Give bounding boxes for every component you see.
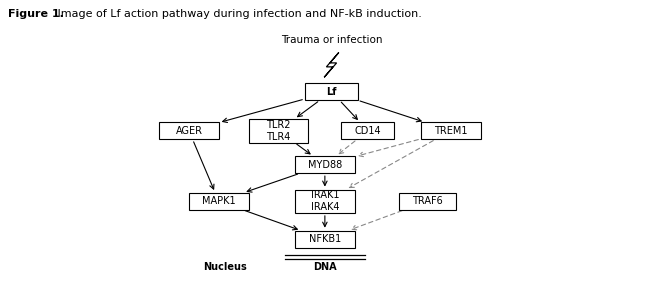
FancyBboxPatch shape	[159, 122, 219, 139]
FancyBboxPatch shape	[295, 190, 355, 213]
FancyBboxPatch shape	[421, 122, 481, 139]
Text: AGER: AGER	[176, 126, 202, 136]
Text: TLR2
TLR4: TLR2 TLR4	[267, 120, 290, 142]
Polygon shape	[324, 52, 339, 77]
Text: Nucleus: Nucleus	[204, 262, 247, 271]
Text: Image of Lf action pathway during infection and NF-kB induction.: Image of Lf action pathway during infect…	[54, 9, 422, 19]
Text: Trauma or infection: Trauma or infection	[280, 35, 383, 45]
FancyBboxPatch shape	[305, 83, 358, 100]
Text: IRAK1
IRAK4: IRAK1 IRAK4	[311, 191, 339, 212]
Text: DNA: DNA	[313, 262, 337, 271]
Text: NFKB1: NFKB1	[309, 234, 341, 244]
Text: TRAF6: TRAF6	[412, 196, 443, 206]
Text: Figure 1.: Figure 1.	[8, 9, 64, 19]
FancyBboxPatch shape	[295, 156, 355, 173]
Text: MYD88: MYD88	[308, 160, 342, 170]
FancyBboxPatch shape	[189, 193, 249, 210]
Text: TREM1: TREM1	[434, 126, 467, 136]
FancyBboxPatch shape	[399, 193, 456, 210]
Text: CD14: CD14	[355, 126, 381, 136]
FancyBboxPatch shape	[295, 231, 355, 248]
Text: Lf: Lf	[326, 87, 337, 97]
FancyBboxPatch shape	[341, 122, 394, 139]
Text: MAPK1: MAPK1	[202, 196, 235, 206]
FancyBboxPatch shape	[249, 119, 308, 143]
